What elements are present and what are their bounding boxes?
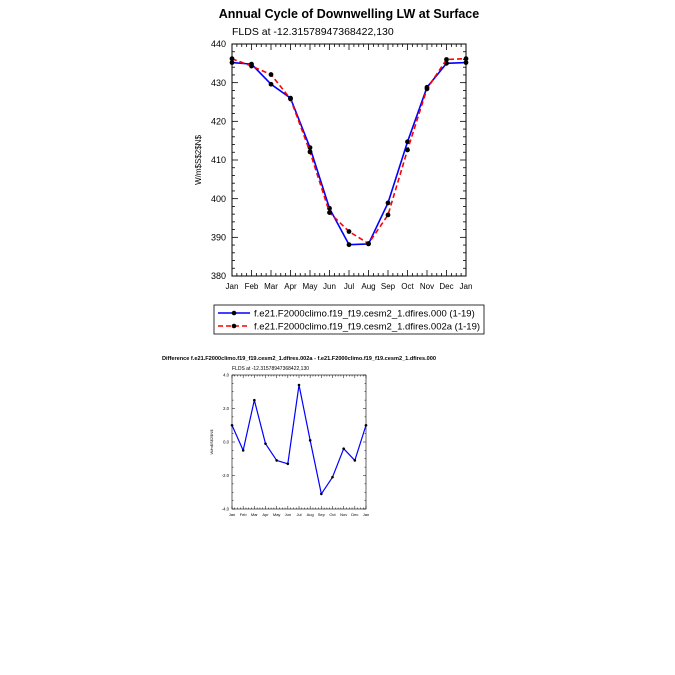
main-series-1-point [346, 242, 352, 248]
diff-series-1-point [364, 423, 368, 427]
diff-xtick-label: Jan [363, 512, 369, 517]
diff-chart-subtitle: FLDS at -12.31578947368422,130 [232, 366, 309, 372]
main-ytick-label: 440 [211, 39, 226, 49]
main-series-line-1 [231, 61, 467, 246]
diff-series-1-point [342, 447, 345, 451]
diff-series-1-point [230, 423, 234, 427]
main-series-1-point [405, 139, 410, 145]
main-series-1-point [463, 60, 469, 65]
diff-ytick-label: -4.0 [222, 506, 230, 511]
main-series-1-point [229, 60, 235, 65]
legend-marker-series-2 [231, 323, 237, 329]
diff-xtick-label: Feb [240, 512, 248, 517]
main-xtick-label: Jun [323, 282, 336, 291]
diff-xtick-label: Oct [329, 512, 336, 517]
main-chart-title: Annual Cycle of Downwelling LW at Surfac… [219, 7, 479, 21]
legend-label-series-1: f.e21.F2000climo.f19_f19.cesm2_1.dfires.… [254, 309, 475, 320]
diff-xtick-label: May [273, 512, 281, 517]
legend-marker-series-1 [231, 310, 237, 316]
main-ytick-label: 390 [211, 232, 226, 242]
diff-series-1-point [253, 398, 256, 402]
main-series-line-2 [231, 57, 467, 245]
diff-ytick-label: 2.0 [223, 406, 229, 411]
main-xtick-label: Dec [439, 282, 453, 291]
main-ytick-label: 420 [211, 116, 226, 126]
main-chart-subtitle: FLDS at -12.31578947368422,130 [232, 26, 394, 38]
main-xtick-label: Jan [226, 282, 239, 291]
diff-series-1-point [286, 462, 290, 466]
diff-ytick-label: -2.0 [222, 473, 230, 478]
main-chart-ylabel: W/m$S$2$N$ [194, 135, 203, 185]
diff-chart-title: Difference f.e21.F2000climo.f19_f19.cesm… [162, 356, 436, 362]
main-series-2-point [288, 96, 293, 102]
diff-xtick-label: Nov [340, 512, 347, 517]
diff-xtick-label: Mar [251, 512, 259, 517]
main-plot-area: Jan Feb Mar Apr May Jun Jul Aug Sep Oct Nov Dec Jan3… [211, 39, 472, 291]
diff-xtick-label: Jul [296, 512, 301, 517]
main-plot-frame [231, 43, 467, 277]
diff-series-line-1 [231, 384, 367, 495]
main-series-2-point [444, 57, 449, 62]
diff-chart-ylabel: W/m$S$2$N$ [209, 429, 214, 455]
main-series-2-point [366, 241, 371, 246]
main-series-2-point [327, 210, 332, 215]
legend-box [213, 304, 485, 335]
main-series-2-point [424, 86, 430, 92]
main-series-2-point [249, 63, 254, 69]
diff-series-1-point [241, 449, 245, 452]
diff-plot-area: Jan Feb Mar Apr May Jun Jul Aug Sep Oct Nov Dec Jan-… [222, 372, 369, 517]
main-series-2-point [385, 212, 391, 218]
main-legend: f.e21.F2000climo.f19_f19.cesm2_1.dfires.… [213, 304, 485, 335]
diff-xtick-label: Aug [307, 512, 314, 517]
main-xtick-label: Jan [460, 282, 473, 291]
main-xtick-label: Sep [381, 282, 396, 291]
main-series-2-point [229, 56, 235, 62]
main-xtick-label: May [302, 282, 317, 291]
main-series-1-point [385, 200, 391, 206]
diff-xtick-label: Jun [285, 512, 291, 517]
main-ytick-label: 430 [211, 78, 226, 88]
diff-xtick-label: Jan [229, 512, 235, 517]
main-series-2-point [346, 229, 352, 234]
diff-xtick-label: Sep [318, 512, 326, 517]
diff-series-1-point [353, 459, 357, 462]
diff-xtick-label: Apr [262, 512, 269, 517]
main-ytick-label: 410 [211, 155, 226, 165]
diff-plot-frame [231, 374, 367, 510]
main-series-2-point [268, 72, 274, 77]
main-series-2-point [307, 149, 313, 155]
diff-xtick-label: Dec [351, 512, 358, 517]
diff-ytick-label: 0.0 [223, 439, 229, 444]
main-ytick-label: 380 [211, 271, 226, 281]
diff-series-1-point [264, 442, 267, 445]
main-xtick-label: Jul [344, 282, 354, 291]
diff-series-1-point [308, 439, 312, 442]
diff-ytick-label: 4.0 [223, 372, 229, 377]
main-xtick-label: Feb [245, 282, 259, 291]
main-ytick-label: 400 [211, 194, 226, 204]
diff-series-1-point [331, 475, 334, 479]
main-xtick-label: Oct [401, 282, 414, 291]
diff-series-1-point [297, 383, 301, 387]
main-xtick-label: Aug [361, 282, 375, 291]
legend-label-series-2: f.e21.F2000climo.f19_f19.cesm2_1.dfires.… [254, 322, 480, 333]
main-series-2-point [463, 56, 469, 62]
main-xtick-label: Mar [264, 282, 278, 291]
diff-series-1-point [275, 459, 278, 462]
diff-series-1-point [320, 492, 323, 496]
main-xtick-label: Nov [420, 282, 434, 291]
main-series-1-point [268, 81, 274, 87]
main-series-2-point [405, 147, 410, 153]
main-xtick-label: Apr [284, 282, 297, 291]
